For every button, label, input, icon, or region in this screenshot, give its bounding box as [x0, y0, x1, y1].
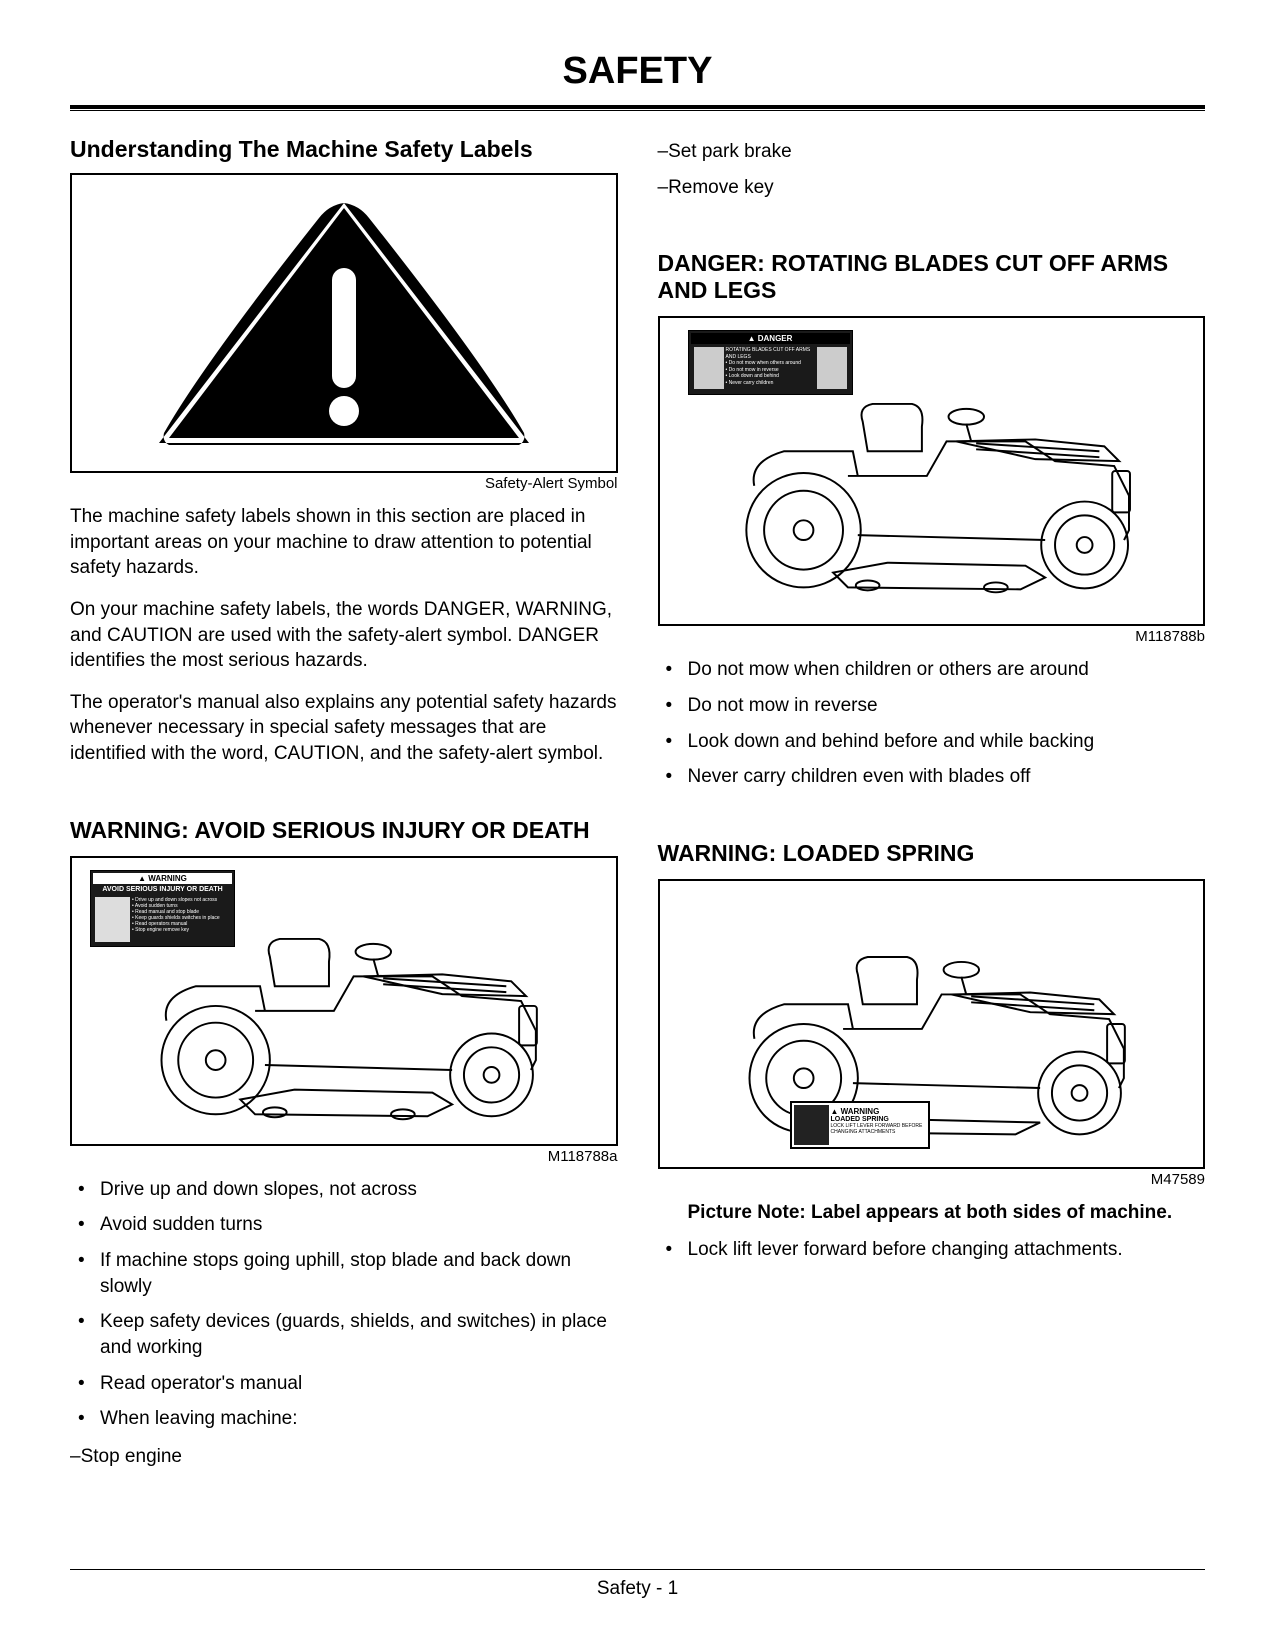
- para-labels-1: The machine safety labels shown in this …: [70, 504, 618, 581]
- footer-line: [70, 1569, 1205, 1570]
- list-item: Drive up and down slopes, not across: [70, 1177, 618, 1203]
- para-labels-2: On your machine safety labels, the words…: [70, 597, 618, 674]
- spring-label-overlay: ▲ WARNING LOADED SPRING LOCK LIFT LEVER …: [790, 1101, 930, 1149]
- loaded-spring-image: ▲ WARNING LOADED SPRING LOCK LIFT LEVER …: [658, 879, 1206, 1169]
- danger-label-overlay: ▲ DANGER ROTATING BLADES CUT OFF ARMS AN…: [688, 330, 853, 395]
- warning-label-header: ▲ WARNING: [93, 873, 232, 884]
- danger-blades-bullets: Do not mow when children or others are a…: [658, 657, 1206, 790]
- list-item: Do not mow in reverse: [658, 693, 1206, 719]
- loaded-spring-bullets: Lock lift lever forward before changing …: [658, 1237, 1206, 1263]
- section-heading-loaded-spring: WARNING: LOADED SPRING: [658, 840, 1206, 867]
- right-column: –Set park brake –Remove key DANGER: ROTA…: [658, 131, 1206, 1480]
- left-column: Understanding The Machine Safety Labels …: [70, 131, 618, 1480]
- section-heading-danger-blades: DANGER: ROTATING BLADES CUT OFF ARMS AND…: [658, 250, 1206, 304]
- warning-injury-caption: M118788a: [70, 1148, 618, 1165]
- list-item: Read operator's manual: [70, 1371, 618, 1397]
- spring-warning-header: ▲ WARNING: [831, 1107, 924, 1116]
- warning-label-overlay: ▲ WARNING AVOID SERIOUS INJURY OR DEATH …: [90, 870, 235, 947]
- para-labels-3: The operator's manual also explains any …: [70, 690, 618, 767]
- warning-injury-image: ▲ WARNING AVOID SERIOUS INJURY OR DEATH …: [70, 856, 618, 1146]
- safety-alert-triangle-icon: [134, 183, 554, 463]
- content-columns: Understanding The Machine Safety Labels …: [70, 131, 1205, 1480]
- list-item: When leaving machine:: [70, 1406, 618, 1432]
- alert-symbol-caption: Safety-Alert Symbol: [70, 475, 618, 492]
- danger-label-header: ▲ DANGER: [691, 333, 850, 344]
- dash-stop-engine: –Stop engine: [70, 1444, 618, 1470]
- list-item: Do not mow when children or others are a…: [658, 657, 1206, 683]
- tractor-icon: [670, 891, 1194, 1157]
- dash-remove-key: –Remove key: [658, 175, 1206, 201]
- list-item: Keep safety devices (guards, shields, an…: [70, 1309, 618, 1360]
- list-item: Never carry children even with blades of…: [658, 764, 1206, 790]
- title-underline: [70, 105, 1205, 111]
- warning-label-title: AVOID SERIOUS INJURY OR DEATH: [93, 884, 232, 895]
- danger-blades-image: ▲ DANGER ROTATING BLADES CUT OFF ARMS AN…: [658, 316, 1206, 626]
- danger-blades-caption: M118788b: [658, 628, 1206, 645]
- list-item: Lock lift lever forward before changing …: [658, 1237, 1206, 1263]
- picture-note: Picture Note: Label appears at both side…: [688, 1200, 1206, 1226]
- section-heading-labels: Understanding The Machine Safety Labels: [70, 136, 618, 163]
- list-item: Avoid sudden turns: [70, 1212, 618, 1238]
- list-item: Look down and behind before and while ba…: [658, 729, 1206, 755]
- page-title: SAFETY: [70, 50, 1205, 93]
- list-item: If machine stops going uphill, stop blad…: [70, 1248, 618, 1299]
- loaded-spring-caption: M47589: [658, 1171, 1206, 1188]
- spring-label-title: LOADED SPRING: [831, 1116, 924, 1123]
- footer-text: Safety - 1: [0, 1578, 1275, 1600]
- safety-alert-image: [70, 173, 618, 473]
- dash-park-brake: –Set park brake: [658, 139, 1206, 165]
- warning-injury-bullets: Drive up and down slopes, not across Avo…: [70, 1177, 618, 1432]
- section-heading-warning-injury: WARNING: AVOID SERIOUS INJURY OR DEATH: [70, 817, 618, 844]
